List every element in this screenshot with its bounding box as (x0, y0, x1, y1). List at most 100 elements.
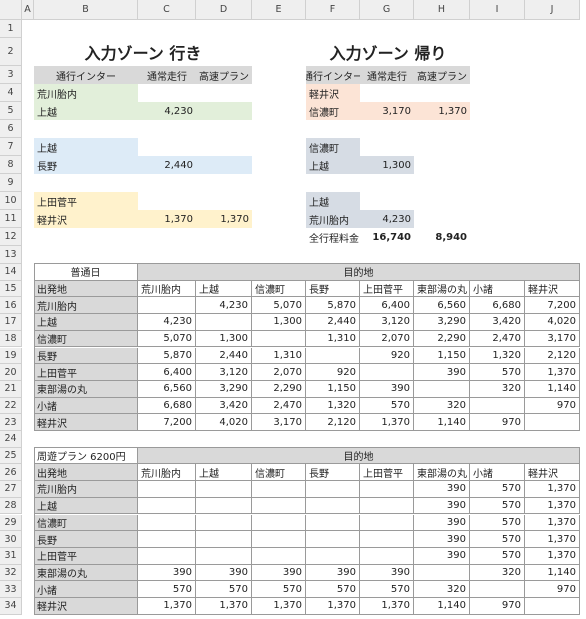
cell-text[interactable]: 390 (196, 564, 252, 582)
row-header[interactable]: 2 (0, 38, 22, 66)
cell-text[interactable]: 上越 (306, 156, 360, 174)
cell[interactable] (360, 514, 414, 532)
cell-text[interactable]: 3,120 (196, 364, 252, 381)
row-header[interactable]: 27 (0, 481, 22, 498)
cell-text[interactable]: 3,170 (360, 102, 414, 120)
cell-text[interactable]: 390 (306, 564, 360, 582)
cell-text[interactable]: 荒川胎内 (34, 297, 138, 315)
cell-text[interactable]: 3,170 (525, 330, 580, 348)
cell[interactable] (252, 531, 306, 548)
cell-text[interactable]: 周遊プラン 6200円 (34, 447, 138, 465)
row-header[interactable]: 5 (0, 102, 22, 120)
cell-text[interactable]: 1,370 (414, 102, 470, 120)
cell-text[interactable]: 長野 (34, 347, 138, 365)
cell[interactable] (252, 514, 306, 532)
row-header[interactable]: 33 (0, 581, 22, 598)
cell-text[interactable]: 東部湯の丸 (414, 280, 470, 298)
cell-text[interactable]: 2,440 (196, 347, 252, 365)
row-header[interactable]: 8 (0, 156, 22, 174)
cell-text[interactable]: 高速プラン (414, 66, 470, 84)
cell-text[interactable]: 1,300 (360, 156, 414, 174)
cell-text[interactable]: 上越 (34, 314, 138, 331)
row-header[interactable]: 18 (0, 330, 22, 348)
cell-text[interactable]: 1,370 (252, 598, 306, 615)
cell-text[interactable]: 570 (470, 364, 525, 381)
cell-text[interactable]: 上越 (306, 192, 360, 210)
cell-text[interactable]: 390 (414, 481, 470, 498)
cell-text[interactable]: 570 (306, 581, 360, 598)
cell-text[interactable]: 1,370 (525, 497, 580, 515)
row-header[interactable]: 15 (0, 280, 22, 298)
cell[interactable] (360, 531, 414, 548)
cell[interactable] (196, 481, 252, 498)
row-header[interactable]: 1 (0, 20, 22, 38)
row-header[interactable]: 19 (0, 347, 22, 365)
cell[interactable] (252, 481, 306, 498)
cell[interactable] (414, 380, 470, 398)
cell-text[interactable]: 1,140 (525, 564, 580, 582)
cell-text[interactable]: 信濃町 (252, 280, 306, 298)
cell-text[interactable]: 信濃町 (252, 464, 306, 482)
cell-text[interactable]: 570 (470, 547, 525, 565)
cell-text[interactable]: 4,230 (360, 210, 414, 228)
cell-text[interactable]: 上越 (196, 464, 252, 482)
cell-text[interactable]: 970 (525, 397, 580, 415)
row-header[interactable]: 21 (0, 380, 22, 398)
cell-text[interactable]: 小諸 (34, 397, 138, 415)
row-header[interactable]: 29 (0, 514, 22, 532)
cell[interactable] (360, 547, 414, 565)
cell-text[interactable]: 2,440 (306, 314, 360, 331)
cell-text[interactable]: 320 (414, 397, 470, 415)
cell-text[interactable]: 信濃町 (306, 138, 360, 156)
row-header[interactable]: 17 (0, 314, 22, 331)
cell[interactable] (306, 531, 360, 548)
cell-text[interactable]: 1,140 (414, 598, 470, 615)
cell-text[interactable]: 軽井沢 (306, 84, 360, 102)
row-header[interactable]: 3 (0, 66, 22, 84)
cell[interactable] (470, 581, 525, 598)
cell-text[interactable]: 上田菅平 (360, 280, 414, 298)
row-header[interactable]: 9 (0, 174, 22, 192)
cell-text[interactable]: 出発地 (34, 464, 138, 482)
cell[interactable] (525, 414, 580, 431)
cell-text[interactable]: 3,420 (196, 397, 252, 415)
cell-text[interactable]: 東部湯の丸 (34, 564, 138, 582)
cell[interactable] (196, 547, 252, 565)
column-header[interactable]: I (470, 0, 525, 20)
cell-text[interactable]: 7,200 (525, 297, 580, 315)
cell-text[interactable]: 4,020 (196, 414, 252, 431)
cell-text[interactable]: 3,120 (360, 314, 414, 331)
cell-text[interactable]: 570 (138, 581, 196, 598)
cell-text[interactable]: 570 (470, 481, 525, 498)
cell-text[interactable]: 2,470 (470, 330, 525, 348)
column-header[interactable]: G (360, 0, 414, 20)
cell-text[interactable]: 7,200 (138, 414, 196, 431)
cell-text[interactable]: 出発地 (34, 280, 138, 298)
cell-text[interactable]: 3,290 (414, 314, 470, 331)
cell-text[interactable]: 通行インター (34, 66, 138, 84)
cell[interactable] (252, 330, 306, 348)
cell-text[interactable]: 1,370 (360, 414, 414, 431)
cell-text[interactable]: 390 (414, 531, 470, 548)
row-header[interactable]: 22 (0, 397, 22, 415)
column-header[interactable]: H (414, 0, 470, 20)
cell[interactable] (138, 297, 196, 315)
row-header[interactable]: 10 (0, 192, 22, 210)
cell-text[interactable]: 3,170 (252, 414, 306, 431)
cell-text[interactable]: 1,370 (525, 547, 580, 565)
cell[interactable] (470, 397, 525, 415)
cell-text[interactable]: 目的地 (138, 447, 580, 465)
cell-text[interactable]: 長野 (34, 531, 138, 548)
column-header[interactable]: E (252, 0, 306, 20)
cell-text[interactable]: 軽井沢 (34, 210, 138, 228)
cell-text[interactable]: 上田菅平 (34, 192, 138, 210)
cell-text[interactable]: 上田菅平 (34, 364, 138, 381)
cell-text[interactable]: 4,230 (196, 297, 252, 315)
cell-text[interactable]: 320 (470, 380, 525, 398)
cell-text[interactable]: 390 (252, 564, 306, 582)
cell-text[interactable]: 小諸 (34, 581, 138, 598)
cell-text[interactable]: 長野 (306, 280, 360, 298)
row-header[interactable]: 12 (0, 228, 22, 246)
cell-text[interactable]: 320 (414, 581, 470, 598)
cell-text[interactable]: 1,370 (525, 364, 580, 381)
